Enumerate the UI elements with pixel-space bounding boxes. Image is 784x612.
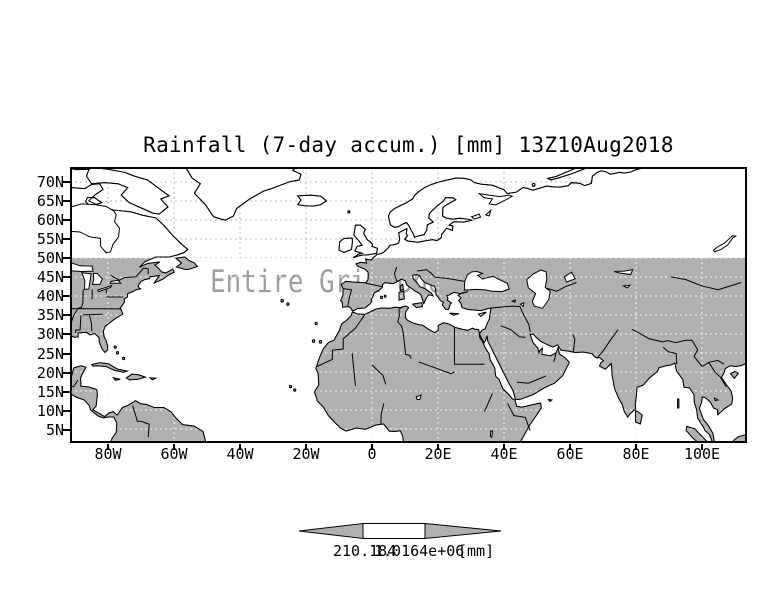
colorbar-left-arrow (298, 522, 364, 540)
lat-tick-label: 40N (36, 287, 64, 306)
colorbar (298, 522, 502, 540)
lat-tick-label: 15N (36, 382, 64, 401)
lon-tick (173, 444, 175, 450)
lon-tick-label: 20W (292, 445, 320, 463)
colorbar-right-arrow (424, 522, 502, 540)
lat-tick-label: 25N (36, 344, 64, 363)
lat-tick (62, 371, 70, 374)
lon-tick (569, 444, 571, 450)
lon-tick-label: 40E (490, 445, 518, 463)
lat-tick (62, 238, 70, 241)
lon-tick (503, 444, 505, 450)
lat-tick (62, 218, 70, 221)
lon-tick-label: 20E (424, 445, 452, 463)
lon-tick-label: 100E (683, 445, 721, 463)
map-plot-area: Entire Grid Undefined (68, 165, 749, 445)
lat-tick-label: 65N (36, 191, 64, 210)
lat-tick (62, 390, 70, 393)
lat-tick-label: 55N (36, 230, 64, 249)
lat-tick-label: 35N (36, 306, 64, 325)
lon-tick (701, 444, 703, 450)
colorbar-max-label: 1.0164e+06 (374, 542, 465, 560)
lat-tick (62, 352, 70, 355)
lat-tick (62, 333, 70, 336)
lat-tick (62, 276, 70, 279)
lat-tick (62, 199, 70, 202)
lon-tick (305, 444, 307, 450)
lon-tick-label: 0 (367, 445, 377, 463)
lat-tick-label: 45N (36, 268, 64, 287)
lon-tick-label: 40W (226, 445, 254, 463)
colorbar-min-label: 210.184 (333, 542, 397, 560)
lat-tick (62, 295, 70, 298)
lon-tick (635, 444, 637, 450)
lat-tick (62, 257, 70, 260)
lon-tick-label: 60E (556, 445, 584, 463)
plot-title: Rainfall (7-day accum.) [mm] 13Z10Aug201… (143, 133, 674, 157)
map-frame (70, 167, 747, 443)
lat-tick-label: 20N (36, 363, 64, 382)
colorbar-unit-label: [mm] (458, 542, 495, 560)
lon-tick-label: 80W (94, 445, 122, 463)
lat-tick (62, 180, 70, 183)
lat-tick (62, 314, 70, 317)
lat-tick-label: 30N (36, 325, 64, 344)
lon-tick (107, 444, 109, 450)
lat-tick (62, 428, 70, 431)
lat-tick-label: 50N (36, 249, 64, 268)
lon-tick (437, 444, 439, 450)
lat-tick-label: 5N (45, 420, 64, 439)
lat-tick-label: 70N (36, 172, 64, 191)
lon-tick-label: 60W (160, 445, 188, 463)
lon-tick (239, 444, 241, 450)
lat-tick-label: 10N (36, 401, 64, 420)
lon-tick (371, 444, 373, 450)
lat-tick-label: 60N (36, 210, 64, 229)
colorbar-box (362, 523, 426, 539)
lon-tick-label: 80E (622, 445, 650, 463)
lat-tick (62, 409, 70, 412)
world-map: Entire Grid Undefined (68, 165, 749, 445)
